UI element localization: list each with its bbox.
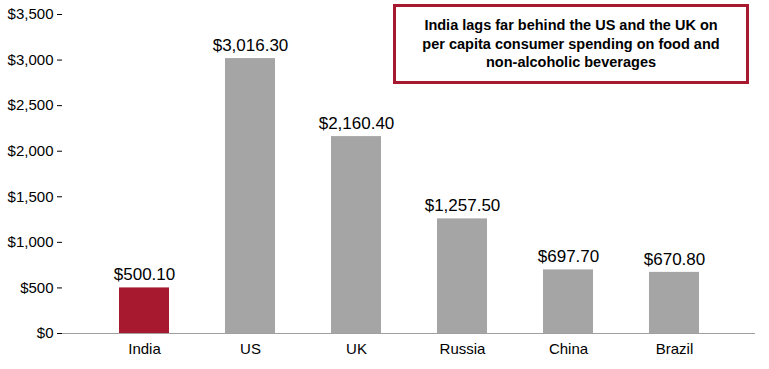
svg-text:$500: $500 <box>20 279 53 296</box>
svg-text:China: China <box>549 340 589 357</box>
svg-text:$500.10: $500.10 <box>114 265 175 284</box>
svg-text:India: India <box>128 340 161 357</box>
svg-text:$1,000: $1,000 <box>8 233 54 250</box>
svg-text:Brazil: Brazil <box>656 340 694 357</box>
svg-text:$3,016.30: $3,016.30 <box>213 36 289 55</box>
svg-text:Russia: Russia <box>440 340 487 357</box>
svg-text:$2,000: $2,000 <box>8 142 54 159</box>
svg-text:UK: UK <box>346 340 367 357</box>
svg-text:$1,500: $1,500 <box>8 188 54 205</box>
svg-text:$697.70: $697.70 <box>538 247 599 266</box>
svg-text:$1,257.50: $1,257.50 <box>425 196 501 215</box>
svg-text:US: US <box>240 340 261 357</box>
svg-text:$670.80: $670.80 <box>644 250 705 269</box>
svg-text:$2,500: $2,500 <box>8 96 54 113</box>
svg-text:$3,500: $3,500 <box>8 5 54 22</box>
svg-text:$2,160.40: $2,160.40 <box>319 114 395 133</box>
html-text:India lags far behind the US a: India lags far behind the US and the UK … <box>422 16 720 71</box>
svg-text:$3,000: $3,000 <box>8 51 54 68</box>
svg-text:$0: $0 <box>37 324 54 341</box>
